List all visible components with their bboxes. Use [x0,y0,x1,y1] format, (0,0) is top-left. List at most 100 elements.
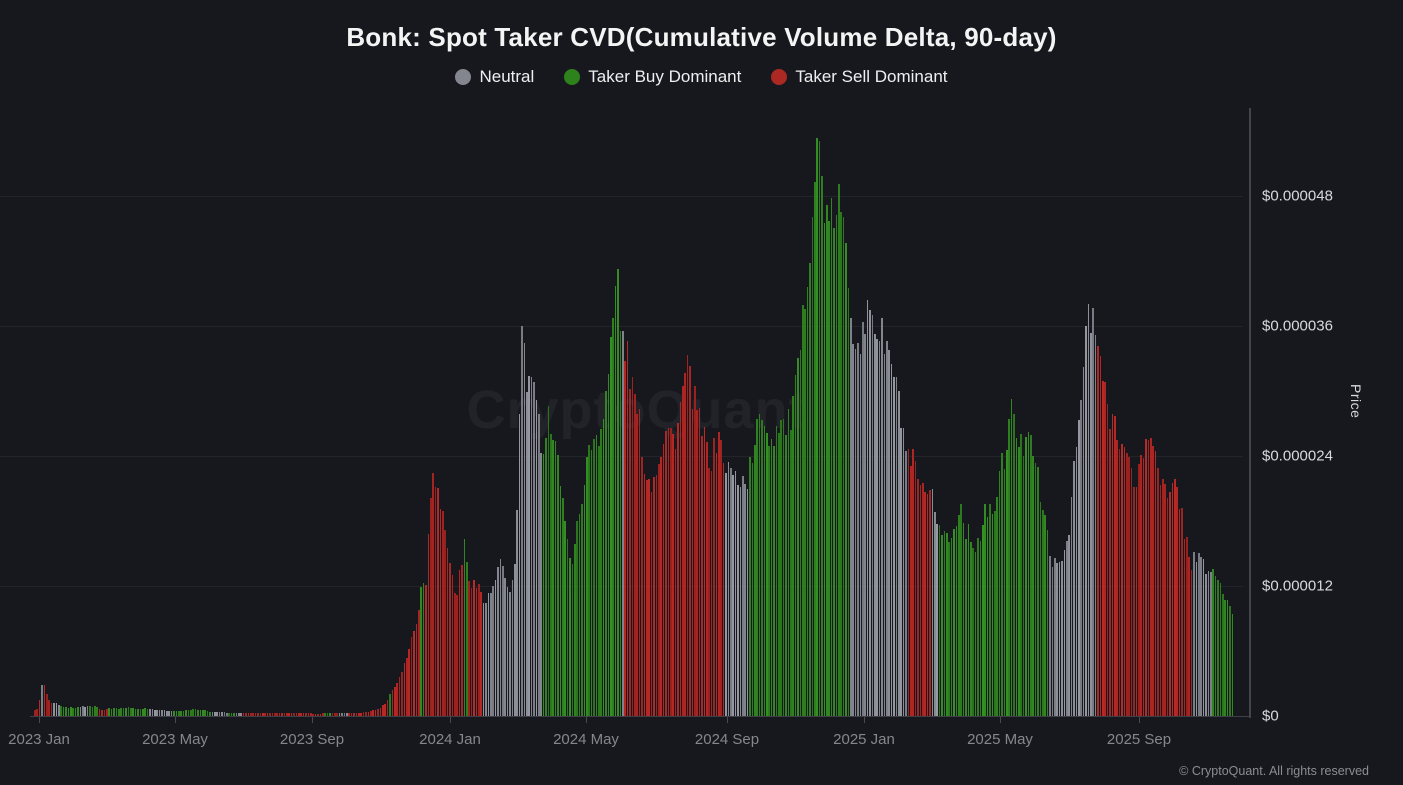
bar [43,685,46,716]
bar [432,473,435,716]
bar [262,712,264,716]
bar [106,709,108,716]
bar [509,591,511,716]
legend-dot-taker-buy-dominant-icon [564,69,581,85]
bar [1102,380,1104,716]
bar [228,712,231,716]
bar [1010,398,1013,716]
bar [1229,606,1231,716]
bar [1212,569,1215,716]
legend-item-neutral[interactable]: Neutral [455,67,534,87]
bar [178,710,180,716]
bar [336,713,339,716]
bar [756,419,759,716]
bar [293,713,295,716]
bar [871,315,874,716]
bar [734,471,737,716]
bar [1080,400,1083,716]
bar [187,710,190,716]
bar [629,389,631,716]
bar [634,394,636,716]
bar [586,457,588,716]
bar [845,243,847,716]
bar [929,489,931,716]
bar [1034,462,1037,716]
bar [823,223,826,716]
y-axis-line [1249,108,1251,718]
bar [610,337,612,716]
bar [62,707,65,716]
bar [655,475,658,716]
bar [259,712,262,716]
bar [785,435,787,716]
bar [151,708,154,716]
bar [48,699,51,716]
bar [329,713,331,716]
bar [487,592,490,716]
bar [758,414,761,716]
bar [1183,538,1186,716]
bar [598,446,600,716]
bar [338,713,341,716]
bar [770,438,773,716]
bar [1231,613,1234,716]
bar [396,682,399,716]
bar [554,440,557,716]
bar [250,712,252,716]
bar [806,287,809,716]
bar [919,485,922,716]
bar [276,713,279,716]
bar [677,422,679,716]
bar [79,707,82,716]
bar [888,350,891,716]
legend-item-taker-buy-dominant[interactable]: Taker Buy Dominant [564,67,741,87]
bar [1013,414,1015,716]
bar [835,214,838,716]
bar [521,326,523,716]
bar [1054,558,1056,716]
bar [1198,552,1200,716]
bar [403,662,406,716]
bar [74,707,77,716]
bar [809,262,811,716]
bar [989,503,991,716]
bar [552,440,555,716]
bar [1085,326,1087,716]
bar [821,175,823,716]
bar [257,712,259,716]
bar [588,444,591,716]
bar [1193,552,1195,716]
bar [595,434,598,716]
bar [461,564,463,716]
bar [84,706,87,716]
bar [514,564,516,716]
bar [876,338,879,716]
bar [967,524,970,716]
bar [667,428,670,716]
bar [953,529,955,716]
bar [713,438,715,716]
bar [682,385,684,716]
bar [1063,550,1066,716]
bar [842,216,845,716]
bar [446,548,449,716]
legend-item-taker-sell-dominant[interactable]: Taker Sell Dominant [771,67,948,87]
bar [787,409,790,716]
bar [617,269,619,716]
bar [941,534,943,716]
bar [53,702,55,716]
bar [720,440,723,716]
bar [641,456,643,716]
bar [295,713,298,716]
x-tick-label: 2025 Sep [1106,731,1172,748]
bar [101,710,103,716]
bar [370,710,372,716]
bar [154,709,156,716]
bar [958,515,960,716]
bar [626,341,629,716]
bar [991,513,994,716]
bar [96,707,99,716]
bar [439,508,442,716]
